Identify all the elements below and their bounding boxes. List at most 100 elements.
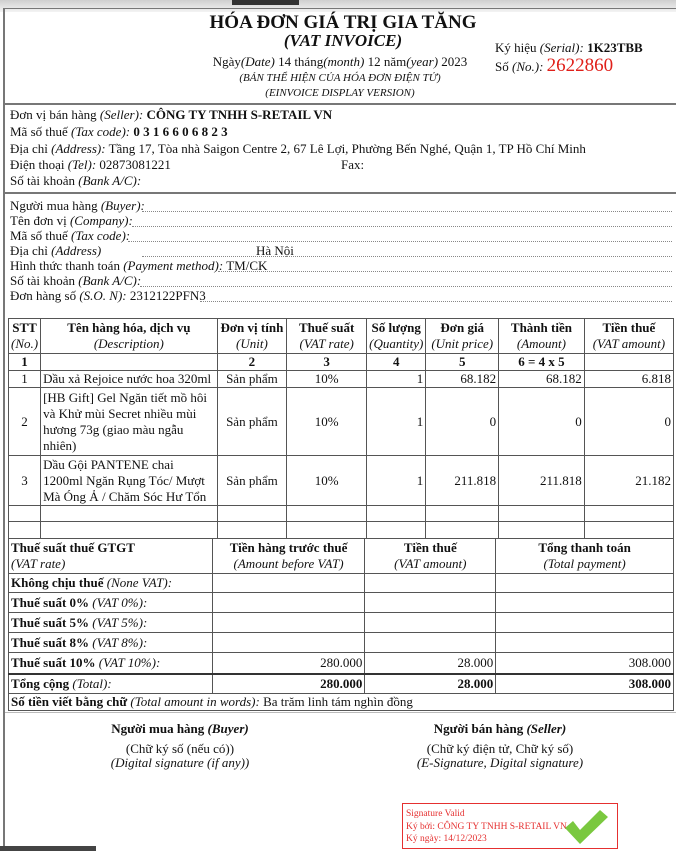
total-payment: 308.000 [495, 673, 674, 694]
summary-rate-label: Thuế suất 8% (VAT 8%): [8, 632, 213, 653]
col-unit: Đơn vị tính (Unit) [216, 318, 288, 354]
col-vat-amount: Tiền thuế (VAT amount) [583, 318, 675, 354]
items-header-row: STT (No.) Tên hàng hóa, dịch vụ (Descripti… [7, 318, 675, 354]
buyer-address-value: Hà Nội [256, 243, 294, 258]
item-vat-amount: 21.182 [583, 455, 675, 506]
summary-rate-label: Thuế suất 5% (VAT 5%): [8, 612, 213, 633]
summary-row: Thuế suất 0% (VAT 0%): [8, 592, 674, 613]
item-no: 2 [7, 387, 42, 456]
summary-row: Thuế suất 5% (VAT 5%): [8, 612, 674, 633]
index-cell: 6 = 4 x 5 [498, 353, 585, 371]
col-quantity: Số lượng (Quantity) [366, 318, 427, 354]
amount-in-words: Số tiền viết bằng chữ (Total amount in w… [8, 693, 674, 711]
summary-before [211, 612, 366, 633]
dotted-line [140, 286, 672, 287]
total-before-vat: 280.000 [211, 673, 366, 694]
dotted-line [132, 226, 672, 227]
seller-name: Đơn vị bán hàng (Seller): CÔNG TY TNHH S… [10, 107, 333, 122]
page-border-top [3, 8, 676, 9]
summary-vat [364, 612, 497, 633]
summary-total [495, 573, 674, 593]
display-version-vi: (BẢN THỂ HIỆN CỦA HÓA ĐƠN ĐIỆN TỬ) [239, 72, 441, 84]
buyer-order-number: Đơn hàng số (S.O. N): 2312122PFN3 [10, 288, 206, 303]
invoice-serial: Ký hiệu (Serial): 1K23TBB [495, 40, 643, 55]
digital-signature-stamp[interactable]: Signature Valid Ký bởi: CÔNG TY TNHH S-R… [402, 803, 618, 849]
dotted-line [128, 241, 672, 242]
summary-total-row: Tổng cộng (Total): 280.000 28.000 308.000 [8, 673, 674, 694]
table-row: 1 Dầu xả Rejoice nước hoa 320ml Sản phẩm… [7, 370, 675, 388]
summary-col-total: Tổng thanh toán (Total payment) [495, 538, 674, 574]
summary-col-before-vat: Tiền hàng trước thuế (Amount before VAT) [211, 538, 366, 574]
buyer-signature-block: Người mua hàng (Buyer) (Chữ ký số (nếu c… [110, 721, 250, 770]
summary-before [211, 573, 366, 593]
item-vat-amount: 6.818 [583, 370, 675, 388]
summary-vat: 28.000 [364, 652, 497, 674]
item-vat-rate: 10% [286, 455, 368, 506]
buyer-tax-code: Mã số thuế (Tax code): [10, 228, 131, 243]
buyer-bank: Số tài khoản (Bank A/C): [10, 273, 142, 288]
index-cell [40, 353, 218, 371]
dotted-line [142, 211, 672, 212]
seller-tax-code: Mã số thuế (Tax code): 0 3 1 6 6 0 6 8 2… [10, 124, 228, 139]
summary-row: Không chịu thuế (None VAT): [8, 573, 674, 593]
viewer-bottom-bar [0, 846, 96, 851]
index-cell: 3 [286, 353, 368, 371]
amount-in-words-row: Số tiền viết bằng chữ (Total amount in w… [8, 693, 674, 711]
buyer-name: Người mua hàng (Buyer): [10, 198, 145, 213]
seller-fax: Fax: [341, 157, 365, 172]
item-unit: Sản phẩm [216, 387, 288, 456]
checkmark-icon [565, 810, 608, 844]
summary-vat [364, 592, 497, 613]
viewer-top-bar [0, 0, 676, 12]
item-amount: 68.182 [498, 370, 585, 388]
col-description: Tên hàng hóa, dịch vụ (Description) [40, 318, 218, 354]
item-unit: Sản phẩm [216, 455, 288, 506]
buyer-address: Địa chỉ (Address) [10, 243, 102, 258]
item-unit-price: 0 [425, 387, 500, 456]
summary-rate-label: Không chịu thuế (None VAT): [8, 573, 213, 593]
dotted-line [218, 271, 672, 272]
item-amount: 211.818 [498, 455, 585, 506]
signature-status: Signature Valid [406, 809, 465, 819]
item-quantity: 1 [366, 455, 427, 506]
divider [5, 192, 676, 194]
summary-before: 280.000 [211, 652, 366, 674]
summary-col-rate: Thuế suất thuế GTGT (VAT rate) [8, 538, 213, 574]
index-cell: 5 [425, 353, 500, 371]
empty-row [7, 521, 675, 539]
dotted-line [200, 301, 672, 302]
table-row: 3 Dầu Gội PANTENE chai 1200ml Ngăn Rụng … [7, 455, 675, 506]
summary-header-row: Thuế suất thuế GTGT (VAT rate) Tiền hàng … [8, 538, 674, 574]
summary-before [211, 632, 366, 653]
invoice-number: Số (No.): 2622860 [495, 55, 614, 76]
invoice-title: HÓA ĐƠN GIÁ TRỊ GIA TĂNG [209, 12, 477, 33]
summary-total [495, 612, 674, 633]
col-amount: Thành tiền (Amount) [498, 318, 585, 354]
signature-signer: Ký bởi: CÔNG TY TNHH S-RETAIL VN [406, 821, 567, 832]
col-vat-rate: Thuế suất (VAT rate) [286, 318, 368, 354]
item-amount: 0 [498, 387, 585, 456]
index-cell: 4 [366, 353, 427, 371]
item-quantity: 1 [366, 387, 427, 456]
divider [5, 103, 676, 105]
total-vat: 28.000 [364, 673, 497, 694]
summary-vat [364, 632, 497, 653]
summary-rate-label: Thuế suất 10% (VAT 10%): [8, 652, 213, 674]
item-unit: Sản phẩm [216, 370, 288, 388]
divider [5, 712, 676, 713]
item-no: 3 [7, 455, 42, 506]
summary-col-vat: Tiền thuế (VAT amount) [364, 538, 497, 574]
summary-total [495, 632, 674, 653]
item-description: [HB Gift] Gel Ngăn tiết mồ hôi và Khử mù… [40, 387, 218, 456]
seller-tel: Điện thoại (Tel): 02873081221 [10, 157, 171, 172]
table-row: 2 [HB Gift] Gel Ngăn tiết mồ hôi và Khử … [7, 387, 675, 456]
seller-address: Địa chỉ (Address): Tầng 17, Tòa nhà Saig… [10, 141, 586, 156]
summary-row: Thuế suất 10% (VAT 10%): 280.000 28.000 308… [8, 652, 674, 674]
summary-total: 308.000 [495, 652, 674, 674]
summary-row: Thuế suất 8% (VAT 8%): [8, 632, 674, 653]
index-cell: 1 [7, 353, 42, 371]
summary-rate-label: Thuế suất 0% (VAT 0%): [8, 592, 213, 613]
item-vat-rate: 10% [286, 387, 368, 456]
col-unit-price: Đơn giá (Unit price) [425, 318, 500, 354]
viewer-toolbar-tab[interactable] [232, 0, 299, 5]
